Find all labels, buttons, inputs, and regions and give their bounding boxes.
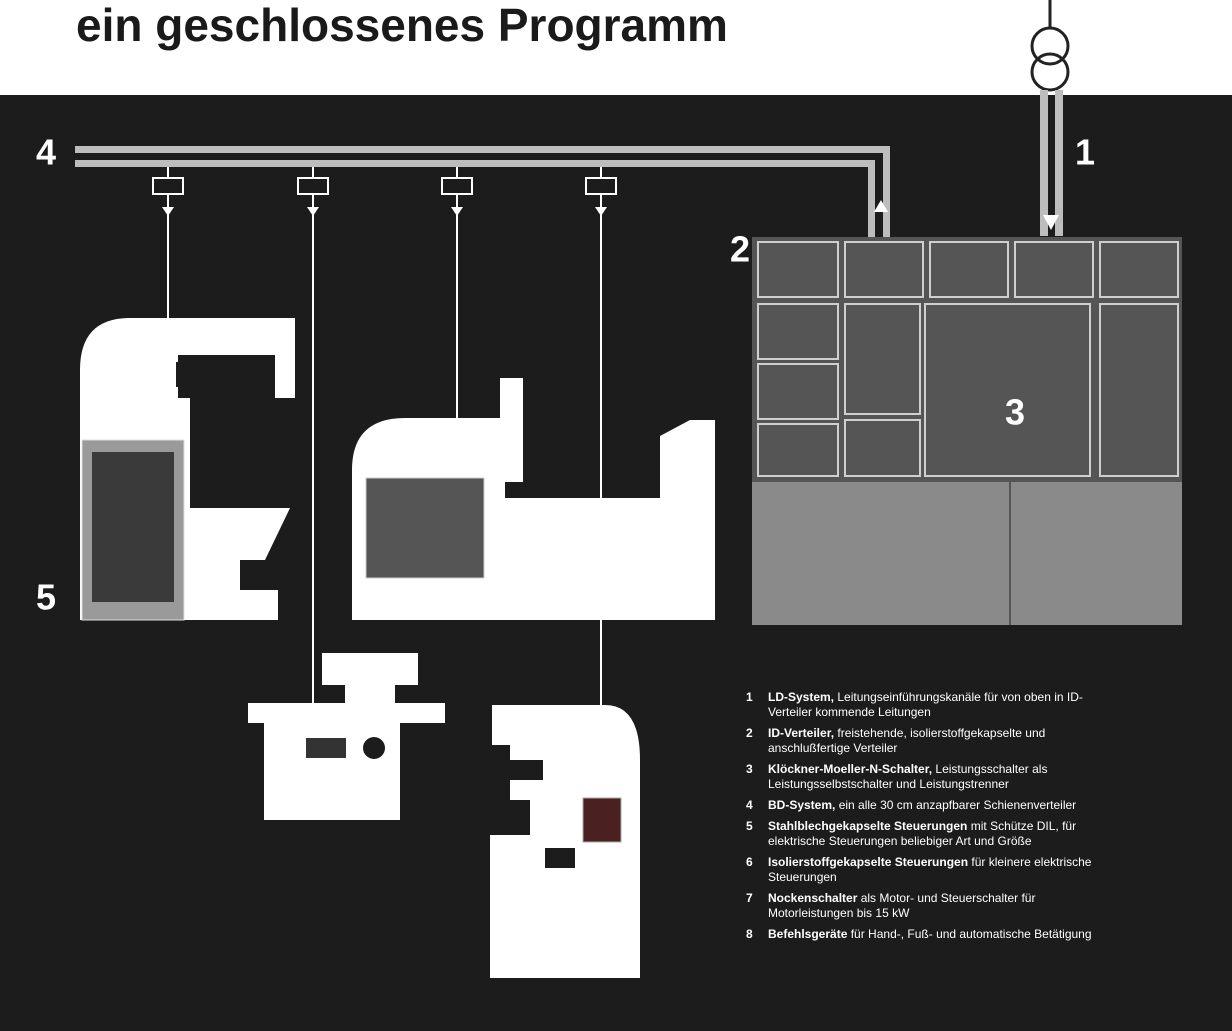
transformer (1032, 0, 1068, 90)
callout: 2 (730, 229, 750, 270)
switchgear-lower (752, 482, 1182, 625)
legend-number: 3 (746, 762, 768, 792)
callout: 5 (36, 577, 56, 618)
callout: 7 (600, 847, 620, 888)
control-6 (366, 478, 484, 578)
legend-term: Stahlblechgekapselte Steuerungen (768, 819, 967, 833)
legend-number: 5 (746, 819, 768, 849)
legend-number: 7 (746, 891, 768, 921)
legend-body: Befehlsgeräte für Hand-, Fuß- und automa… (768, 927, 1092, 942)
legend-text: ein alle 30 cm anzapfbarer Schienenverte… (839, 798, 1076, 812)
legend-term: LD-System, (768, 690, 834, 704)
callout: 1 (1075, 132, 1095, 173)
callout: 6 (493, 525, 513, 566)
cam-switch-7 (583, 798, 621, 842)
legend-number: 6 (746, 855, 768, 885)
machine-5-opening (176, 362, 236, 387)
legend-body: ID-Verteiler, freistehende, isolierstoff… (768, 726, 1116, 756)
callout: 4 (36, 132, 56, 173)
legend-body: BD-System, ein alle 30 cm anzapfbarer Sc… (768, 798, 1076, 813)
legend-body: Klöckner-Moeller-N-Schalter, Leistungssc… (768, 762, 1116, 792)
legend-number: 1 (746, 690, 768, 720)
legend-term: BD-System, (768, 798, 835, 812)
pushbutton-8 (306, 738, 346, 758)
legend-term: ID-Verteiler, (768, 726, 834, 740)
legend-body: Isolierstoffgekapselte Steuerungen für k… (768, 855, 1116, 885)
legend-body: Nockenschalter als Motor- und Steuerscha… (768, 891, 1116, 921)
legend-term: Isolierstoffgekapselte Steuerungen (768, 855, 968, 869)
machine-7-slot (545, 848, 575, 868)
page: ein geschlossenes Programm (0, 0, 1232, 1031)
legend-text: für Hand-, Fuß- und automatische Betätig… (851, 927, 1092, 941)
legend-term: Befehlsgeräte (768, 927, 847, 941)
legend-body: LD-System, Leitungseinführungskanäle für… (768, 690, 1116, 720)
legend-body: Stahlblechgekapselte Steuerungen mit Sch… (768, 819, 1116, 849)
machine-7-slot (508, 760, 543, 780)
legend-number: 8 (746, 927, 768, 942)
legend-number: 2 (746, 726, 768, 756)
legend-term: Nockenschalter (768, 891, 857, 905)
legend-number: 4 (746, 798, 768, 813)
callout: 3 (1005, 392, 1025, 433)
control-5-inner (92, 452, 174, 602)
button-8 (363, 737, 385, 759)
callout: 8 (308, 762, 328, 803)
legend-term: Klöckner-Moeller-N-Schalter, (768, 762, 932, 776)
